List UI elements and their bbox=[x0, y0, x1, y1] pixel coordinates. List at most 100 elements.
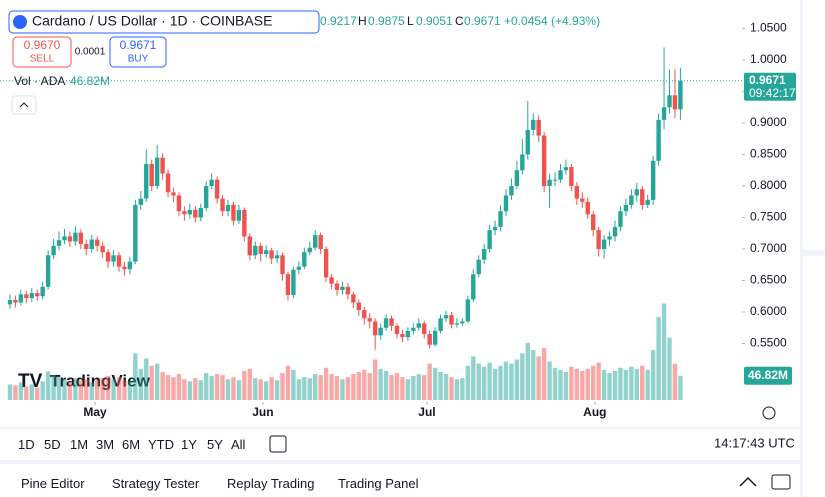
candle-body bbox=[498, 211, 503, 227]
vol-tag-value: 46.82M bbox=[748, 368, 788, 382]
range-button[interactable]: All bbox=[231, 437, 246, 452]
volume-bar bbox=[547, 361, 552, 400]
volume-bar bbox=[253, 378, 258, 400]
range-button[interactable]: 6M bbox=[122, 437, 141, 452]
volume-bar bbox=[247, 368, 253, 400]
volume-bar bbox=[225, 379, 231, 400]
date-range-icon[interactable] bbox=[269, 435, 287, 453]
panel-tab[interactable]: Pine Editor bbox=[21, 476, 85, 491]
candle-body bbox=[122, 266, 127, 270]
volume-bar bbox=[209, 376, 214, 400]
candle-body bbox=[89, 239, 94, 250]
range-button[interactable]: 1Y bbox=[181, 437, 197, 452]
l-key: L bbox=[407, 14, 414, 28]
x-tick-label: Jun bbox=[252, 405, 273, 419]
volume-bar bbox=[127, 381, 133, 400]
candle-body bbox=[318, 235, 323, 250]
candle-body bbox=[116, 255, 122, 267]
candle-body bbox=[220, 198, 225, 212]
candle-body bbox=[329, 277, 334, 284]
low: 0.9051 bbox=[416, 14, 453, 28]
volume-bar bbox=[525, 342, 530, 400]
coin-icon bbox=[13, 15, 27, 29]
h-key: H bbox=[358, 14, 367, 28]
price-tag-countdown: 09:42:17 bbox=[749, 86, 796, 100]
volume-bar bbox=[411, 376, 416, 400]
volume-bar bbox=[345, 377, 351, 400]
volume-bar bbox=[122, 380, 127, 400]
candle-body bbox=[313, 235, 318, 248]
y-tick-label: 1.0000 bbox=[750, 52, 787, 66]
volume-bar bbox=[269, 377, 274, 400]
candle-body bbox=[471, 274, 476, 300]
y-tick-label: 0.6000 bbox=[750, 304, 787, 318]
candle-body bbox=[416, 323, 421, 328]
price-tag-value: 0.9671 bbox=[749, 73, 786, 87]
volume-bar bbox=[422, 375, 427, 400]
candle-body bbox=[40, 286, 45, 297]
candle-body bbox=[203, 186, 209, 209]
clock: 14:17:43 UTC bbox=[714, 435, 795, 450]
candle-body bbox=[422, 323, 427, 335]
volume-bar bbox=[612, 370, 618, 400]
candle-body bbox=[623, 204, 629, 212]
candle-body bbox=[345, 286, 351, 295]
symbol-box[interactable] bbox=[8, 10, 320, 34]
candle-body bbox=[351, 294, 356, 303]
candle-body bbox=[154, 157, 160, 187]
candle-body bbox=[176, 195, 182, 212]
volume-bar bbox=[193, 378, 198, 400]
candle-body bbox=[481, 249, 487, 260]
candle-body bbox=[18, 294, 24, 303]
candle-body bbox=[438, 318, 443, 331]
candle-body bbox=[563, 167, 569, 171]
volume-bar bbox=[329, 374, 334, 400]
y-tick-label: 1.0500 bbox=[750, 21, 787, 35]
volume-bar bbox=[362, 369, 367, 400]
candle-body bbox=[432, 330, 438, 345]
candle-body bbox=[640, 189, 645, 205]
volume-bar bbox=[56, 377, 62, 400]
panel-tab[interactable]: Replay Trading bbox=[227, 476, 315, 491]
candle-body bbox=[253, 245, 258, 256]
range-button[interactable]: 1M bbox=[70, 437, 89, 452]
buy-button[interactable] bbox=[109, 36, 167, 68]
range-button[interactable]: YTD bbox=[148, 437, 174, 452]
volume-bar bbox=[78, 380, 84, 400]
open: 0.9217 bbox=[320, 14, 357, 28]
range-button[interactable]: 3M bbox=[96, 437, 115, 452]
range-button[interactable]: 5D bbox=[44, 437, 61, 452]
buy-label: BUY bbox=[128, 54, 149, 65]
range-button[interactable]: 5Y bbox=[207, 437, 223, 452]
sell-button[interactable] bbox=[12, 36, 72, 68]
bottom-panel bbox=[0, 464, 800, 497]
settings-icon[interactable] bbox=[762, 406, 776, 420]
maximize-icon[interactable] bbox=[771, 474, 791, 490]
y-tick-label: 0.6500 bbox=[750, 273, 787, 287]
candle-body bbox=[263, 250, 269, 255]
y-tick-label: 0.9000 bbox=[750, 115, 787, 129]
candle-body bbox=[247, 236, 253, 256]
symbol: Cardano / US Dollar · 1D · COINBASE bbox=[32, 13, 272, 29]
expand-icon[interactable] bbox=[739, 476, 757, 487]
candle-body bbox=[574, 186, 580, 199]
range-button[interactable]: 1D bbox=[18, 437, 35, 452]
candle-body bbox=[356, 302, 362, 311]
volume-bar bbox=[18, 382, 24, 400]
volume-bar bbox=[291, 369, 296, 400]
x-tick-label: May bbox=[83, 405, 107, 419]
collapse-button[interactable] bbox=[11, 95, 37, 115]
candle-body bbox=[236, 209, 242, 221]
volume-bar bbox=[154, 363, 160, 400]
panel-tab[interactable]: Trading Panel bbox=[338, 476, 419, 491]
candle-body bbox=[367, 318, 372, 322]
candle-body bbox=[29, 293, 34, 299]
panel-tab[interactable]: Strategy Tester bbox=[112, 476, 200, 491]
candle-body bbox=[585, 201, 590, 215]
volume-bar bbox=[13, 385, 18, 400]
candle-body bbox=[56, 240, 62, 246]
candle-body bbox=[84, 243, 89, 250]
volume-bar bbox=[580, 370, 585, 400]
candle-body bbox=[111, 255, 116, 262]
